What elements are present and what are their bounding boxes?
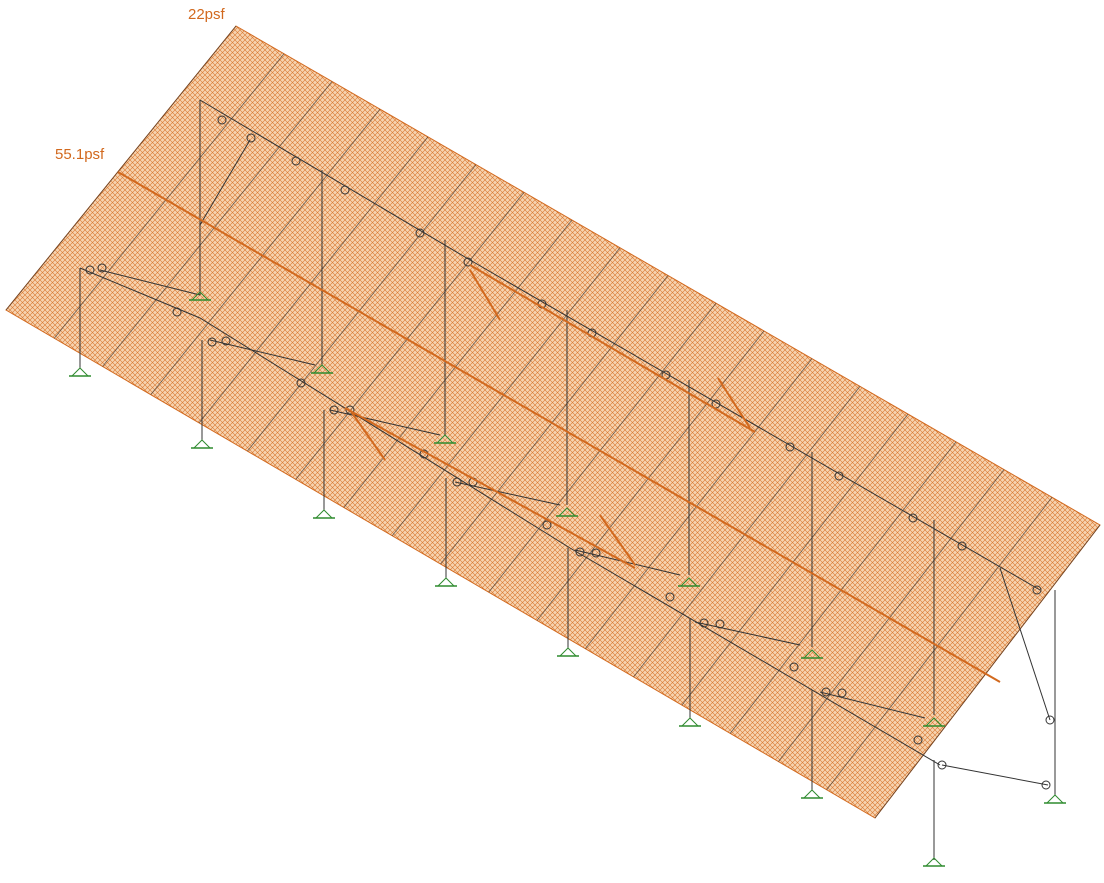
- gridline: [633, 386, 861, 678]
- support-triangle: [192, 439, 212, 449]
- load-arrow: [344, 407, 636, 569]
- hinge-circle: [345, 405, 355, 415]
- hinge-circle: [542, 520, 552, 530]
- hinge-circle: [452, 477, 462, 487]
- brace-member: [941, 764, 1049, 786]
- gridline: [826, 497, 1053, 791]
- gridline: [5, 25, 237, 311]
- hinge-circle: [834, 471, 844, 481]
- support-triangle: [1045, 794, 1065, 804]
- hinge-circle: [1045, 715, 1055, 725]
- brace-member: [99, 269, 201, 296]
- gridline: [585, 358, 813, 649]
- hinge-circle: [937, 760, 947, 770]
- load-tick: [599, 514, 636, 566]
- upper-load-label: 22psf: [188, 6, 225, 23]
- gridline: [53, 53, 285, 339]
- gridline: [778, 469, 1005, 762]
- support-triangle: [314, 509, 334, 519]
- top-chord: [199, 99, 1041, 591]
- load-arrow: [469, 264, 756, 433]
- gridline: [247, 164, 477, 452]
- support-triangle: [558, 647, 578, 657]
- hinge-circle: [329, 405, 339, 415]
- hinge-circle: [699, 618, 709, 628]
- hinge-circle: [1041, 780, 1051, 790]
- hinge-circle: [665, 592, 675, 602]
- brace-member: [694, 621, 801, 646]
- support-triangle: [436, 577, 456, 587]
- hinge-circle: [575, 547, 585, 557]
- gridline: [150, 108, 381, 395]
- hinge-circle: [785, 442, 795, 452]
- surface-gridlines: [5, 25, 1101, 819]
- hinge-circle: [913, 735, 923, 745]
- gridline: [536, 330, 765, 621]
- gridline: [102, 81, 333, 367]
- brace-member: [209, 339, 316, 366]
- hinge-circle: [97, 263, 107, 273]
- hinge-circle: [291, 156, 301, 166]
- hinge-circle: [246, 133, 256, 143]
- hinge-circle: [217, 115, 227, 125]
- brace-member: [819, 691, 926, 719]
- lower-load-label: 55.1psf: [55, 146, 105, 163]
- bottom-chord: [79, 267, 941, 766]
- hinge-circle: [172, 307, 182, 317]
- hinge-circle: [908, 513, 918, 523]
- hinge-circle: [85, 265, 95, 275]
- gridline: [198, 136, 429, 424]
- hinge-circle: [463, 257, 473, 267]
- load-arrows: [117, 171, 1001, 683]
- support-triangle: [802, 789, 822, 799]
- gridline: [295, 192, 525, 480]
- hinge-circle: [715, 619, 725, 629]
- gridline: [488, 302, 717, 593]
- pinned-supports: [69, 291, 1066, 867]
- brace-member: [999, 567, 1051, 721]
- hinge-circle: [591, 548, 601, 558]
- frame-members: [79, 99, 1056, 860]
- hinge-circle: [789, 662, 799, 672]
- load-tick: [469, 269, 501, 321]
- hinge-circle: [837, 688, 847, 698]
- member-hinges: [85, 115, 1055, 790]
- load-surface: [5, 25, 1101, 819]
- load-tick: [717, 377, 751, 429]
- hinge-circle: [957, 541, 967, 551]
- hinge-circle: [340, 185, 350, 195]
- gridline: [681, 413, 909, 706]
- gridline: [729, 441, 957, 734]
- hinge-circle: [1032, 585, 1042, 595]
- gridline: [391, 247, 621, 537]
- hinge-circle: [207, 337, 217, 347]
- load-arrow: [117, 171, 1001, 683]
- gridline: [343, 219, 573, 508]
- hinge-circle: [221, 336, 231, 346]
- support-triangle: [70, 367, 90, 377]
- support-triangle: [680, 717, 700, 727]
- hinge-circle: [415, 228, 425, 238]
- brace-member: [199, 139, 251, 226]
- hinge-circle: [296, 378, 306, 388]
- load-tick: [349, 409, 386, 461]
- gridline: [440, 275, 669, 565]
- gridline: [874, 524, 1101, 819]
- hinge-circle: [821, 687, 831, 697]
